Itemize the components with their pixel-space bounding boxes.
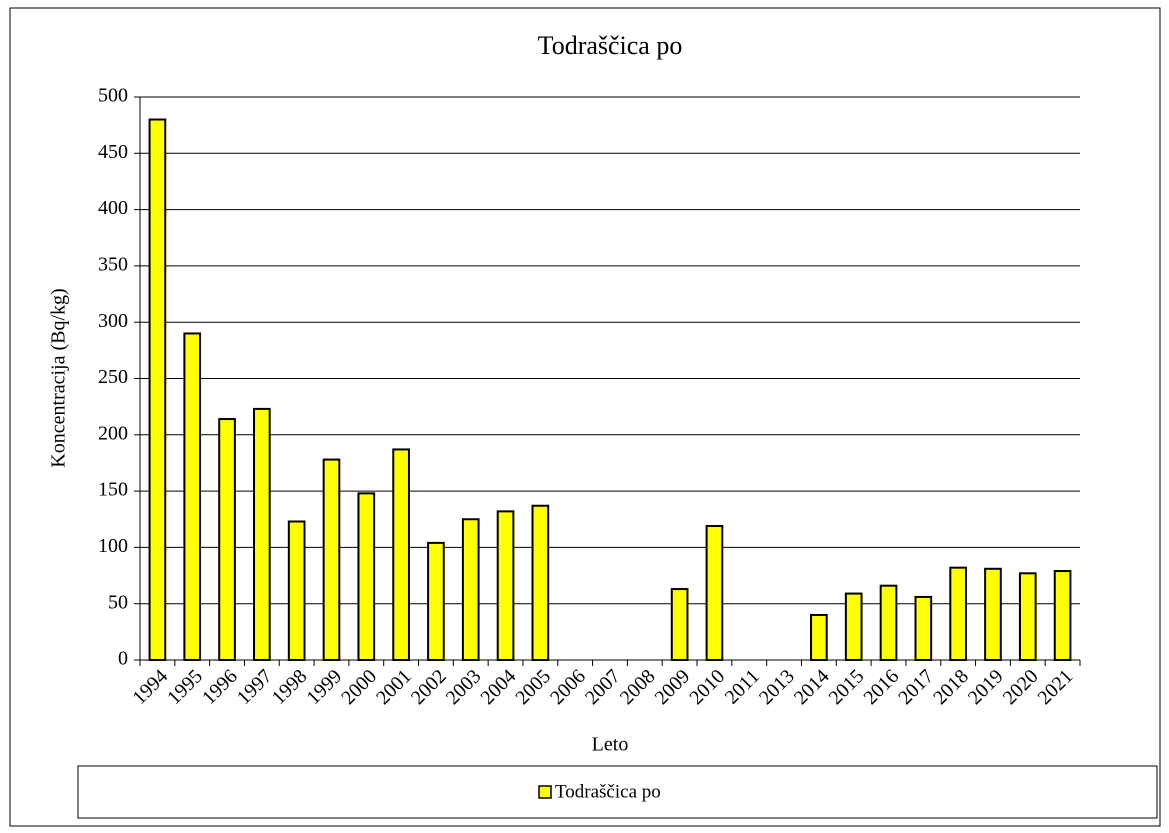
y-tick-label: 150	[98, 479, 128, 501]
bar	[357, 492, 376, 661]
bar	[183, 332, 202, 661]
bar	[1018, 572, 1037, 661]
y-tick-label: 350	[98, 253, 128, 275]
legend-swatch	[538, 785, 552, 799]
bar	[253, 407, 271, 662]
y-tick-label: 450	[98, 141, 128, 163]
bar	[148, 118, 167, 661]
chart-title: Todraščica po	[538, 31, 683, 60]
x-axis-label: Leto	[592, 734, 629, 756]
bar	[392, 448, 410, 661]
bar	[218, 418, 236, 662]
bar	[461, 518, 480, 661]
bar	[844, 592, 863, 661]
bar	[496, 510, 515, 662]
bar	[670, 588, 689, 662]
y-tick-label: 400	[98, 197, 128, 219]
bar	[322, 458, 341, 661]
legend-label: Todraščica po	[555, 781, 661, 802]
bar	[879, 584, 898, 662]
bar	[287, 520, 306, 662]
y-axis-label: Koncentracija (Bq/kg)	[48, 288, 70, 467]
y-tick-label: 50	[108, 591, 128, 613]
bar	[531, 504, 550, 661]
bar	[1053, 570, 1072, 662]
bar	[810, 613, 828, 662]
y-tick-label: 250	[98, 366, 128, 388]
bar	[984, 567, 1002, 662]
legend-box	[77, 765, 1158, 819]
bar	[914, 595, 933, 661]
chart-frame	[9, 7, 1161, 827]
bar	[427, 541, 445, 661]
bar	[705, 525, 724, 661]
y-tick-label: 300	[98, 310, 128, 332]
bar	[949, 566, 967, 662]
y-tick-label: 500	[98, 85, 128, 107]
y-tick-label: 200	[98, 422, 128, 444]
y-tick-label: 0	[118, 648, 128, 670]
y-tick-label: 100	[98, 535, 128, 557]
